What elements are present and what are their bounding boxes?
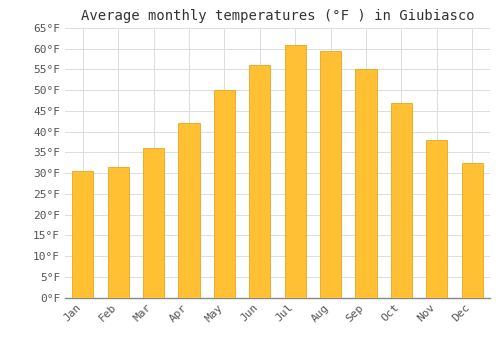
Bar (249, 65, 270, 298)
Bar (356, 69, 376, 297)
Bar (72, 171, 94, 298)
Title: Average monthly temperatures (°F ) in Giubiasco: Average monthly temperatures (°F ) in Gi… (80, 9, 474, 23)
Bar (320, 51, 341, 298)
Bar (178, 123, 200, 298)
Bar (143, 148, 164, 298)
Bar (284, 44, 306, 298)
Bar (214, 90, 235, 298)
Bar (108, 167, 129, 298)
Bar (426, 140, 448, 298)
Bar (391, 103, 412, 298)
Bar (462, 163, 483, 298)
